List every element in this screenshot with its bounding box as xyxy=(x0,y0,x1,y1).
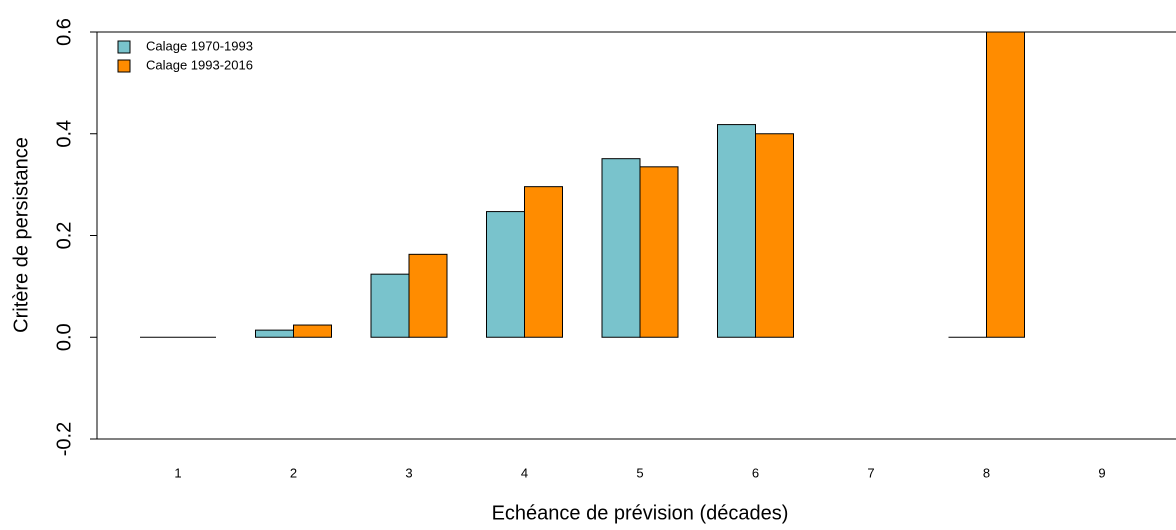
x-axis-title: Echéance de prévision (décades) xyxy=(492,502,789,524)
y-tick-label: 0.0 xyxy=(53,323,75,351)
bar xyxy=(370,273,410,338)
x-tick-label: 8 xyxy=(983,465,990,480)
bar xyxy=(524,186,563,338)
bar xyxy=(255,329,294,338)
y-tick-label: 0.6 xyxy=(53,18,75,46)
bar xyxy=(293,324,332,338)
x-tick-label: 7 xyxy=(867,465,874,480)
bar xyxy=(486,211,525,338)
legend-label: Calage 1970-1993 xyxy=(146,38,253,53)
x-tick-label: 3 xyxy=(405,465,412,480)
x-tick-label: 9 xyxy=(1098,465,1105,480)
bar xyxy=(639,166,679,338)
x-tick-label: 5 xyxy=(636,465,643,480)
bar xyxy=(601,158,641,338)
x-tick-label: 2 xyxy=(290,465,297,480)
legend-label: Calage 1993-2016 xyxy=(146,57,253,72)
legend-swatch xyxy=(117,40,131,54)
x-tick-label: 6 xyxy=(752,465,759,480)
x-tick-label: 4 xyxy=(521,465,528,480)
y-axis-title: Critère de persistance xyxy=(10,137,32,333)
bar xyxy=(755,133,794,338)
y-tick-label: 0.2 xyxy=(53,222,75,250)
x-tick-label: 1 xyxy=(174,465,181,480)
y-tick-label: -0.2 xyxy=(53,422,75,456)
bar xyxy=(408,253,448,338)
bar xyxy=(717,124,756,338)
y-tick-label: 0.4 xyxy=(53,120,75,148)
legend-swatch xyxy=(117,59,131,73)
bar xyxy=(986,31,1025,338)
